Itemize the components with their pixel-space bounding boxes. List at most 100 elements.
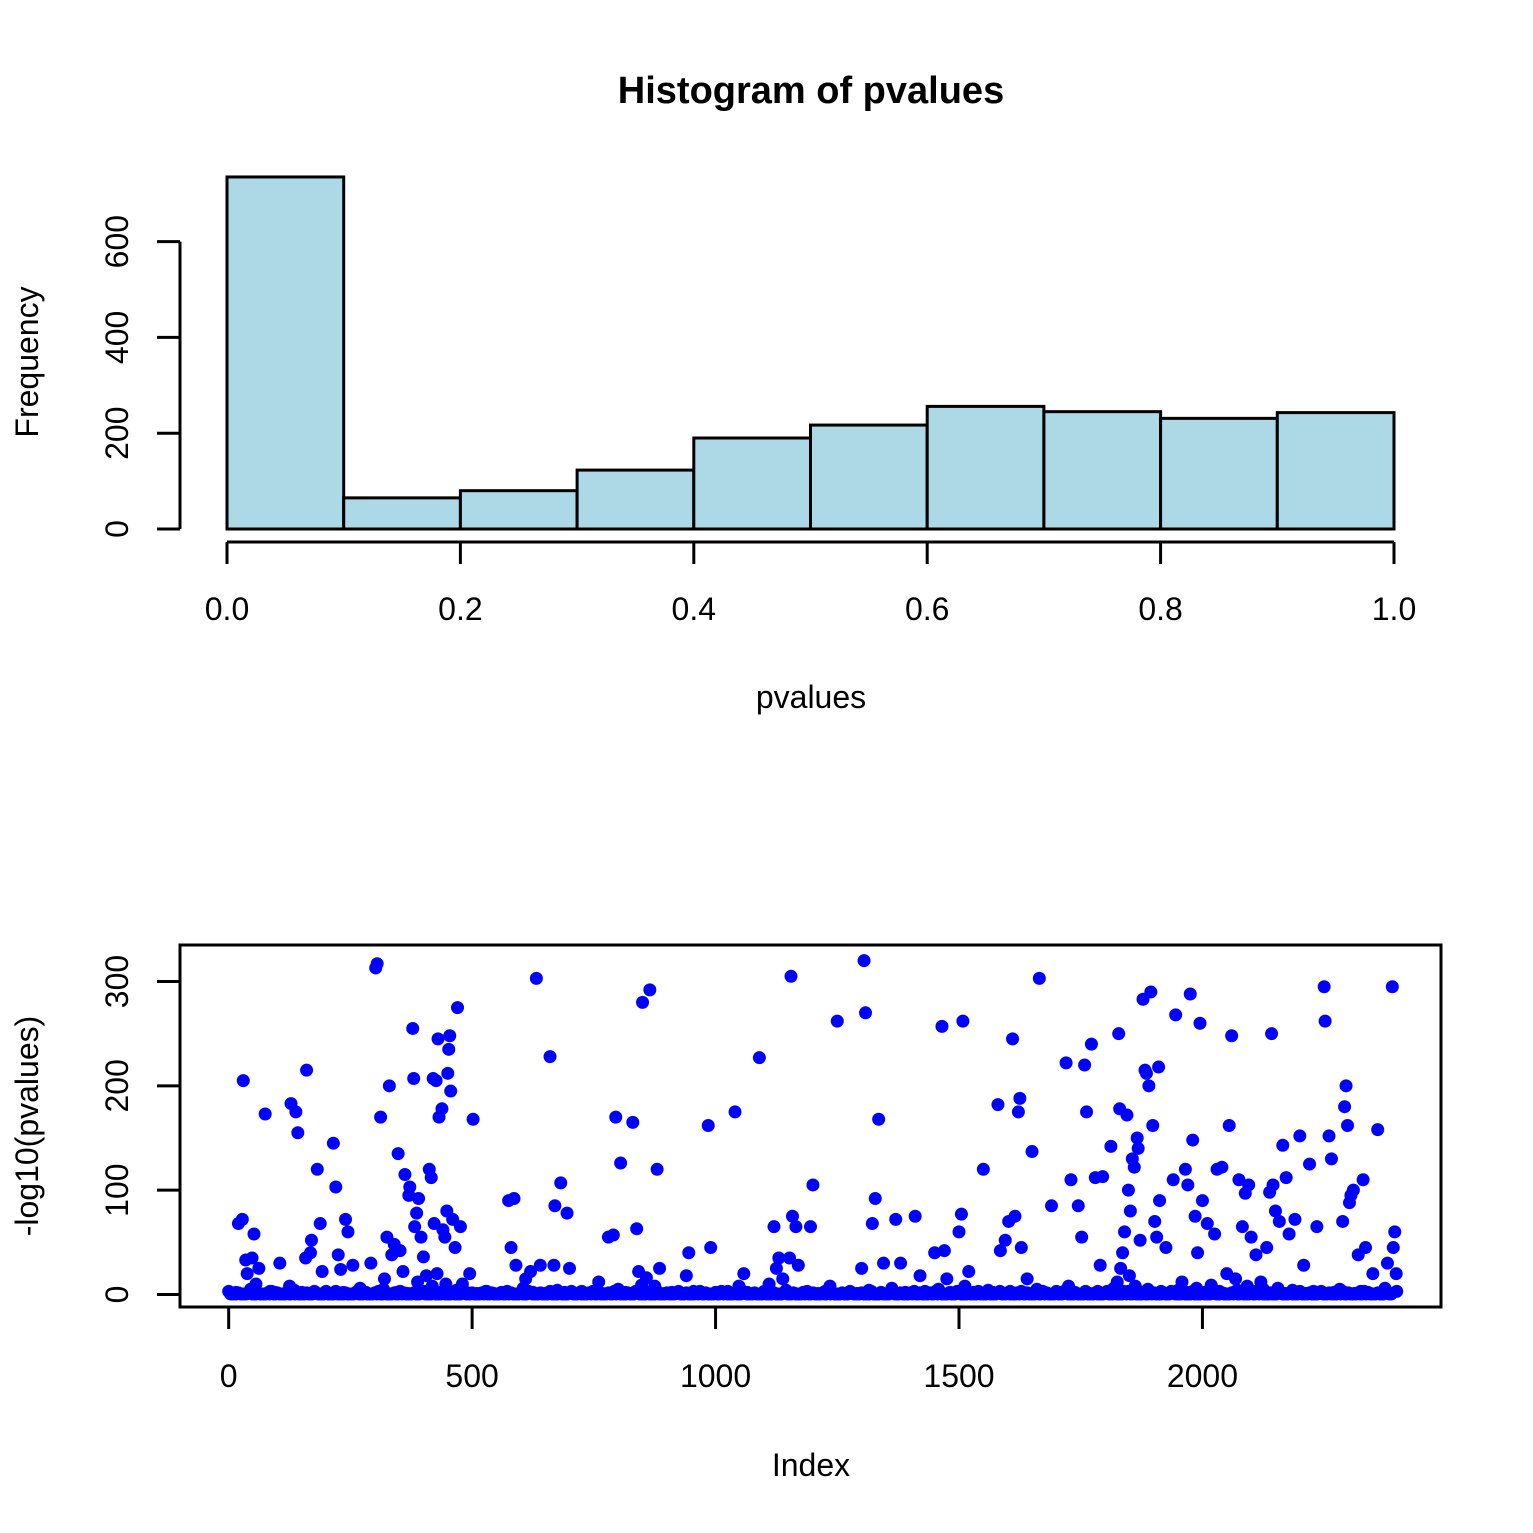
scatter-point	[1293, 1129, 1307, 1143]
scatter-point	[391, 1147, 405, 1161]
scatter-point	[1152, 1060, 1166, 1074]
scatter-point	[1297, 1258, 1311, 1272]
scatter-point	[341, 1225, 355, 1239]
scatter-point	[377, 1272, 391, 1286]
scatter-point	[862, 1283, 876, 1297]
scatter-point	[908, 1209, 922, 1223]
scatter-point	[789, 1220, 803, 1234]
scatter-point	[1075, 1230, 1089, 1244]
scatter-point	[998, 1233, 1012, 1247]
scatter-point	[466, 1112, 480, 1126]
scatter-point	[443, 1029, 457, 1043]
scatter-point	[1166, 1173, 1180, 1187]
scatter-x-tick-label: 0	[220, 1358, 238, 1394]
scatter-point	[1385, 980, 1399, 994]
scatter-x-axis: 0 500 1000 1500 2000	[220, 1305, 1238, 1394]
scatter-point	[1133, 1233, 1147, 1247]
scatter-point	[1310, 1220, 1324, 1234]
scatter-point	[1359, 1241, 1373, 1255]
scatter-point	[329, 1180, 343, 1194]
scatter-point	[672, 1286, 686, 1300]
scatter-point	[382, 1079, 396, 1093]
scatter-point	[1008, 1209, 1022, 1223]
scatter-point	[855, 1261, 869, 1275]
scatter-point	[247, 1227, 261, 1241]
scatter-point	[313, 1217, 327, 1231]
scatter-point	[596, 1286, 610, 1300]
scatter-point	[1006, 1032, 1020, 1046]
histogram-bar	[809, 423, 929, 531]
scatter-point	[548, 1199, 562, 1213]
scatter-point	[396, 1265, 410, 1279]
scatter-point	[1180, 1285, 1194, 1299]
scatter-point	[324, 1286, 338, 1300]
scatter-point	[913, 1269, 927, 1283]
scatter-point	[406, 1021, 420, 1035]
scatter-point	[1322, 1129, 1336, 1143]
scatter-point	[370, 957, 384, 971]
scatter-point	[1260, 1241, 1274, 1255]
scatter-point	[407, 1072, 421, 1086]
scatter-point	[954, 1207, 968, 1221]
scatter-point	[1346, 1183, 1360, 1197]
scatter-point	[315, 1265, 329, 1279]
histogram-x-axis: 0.0 0.2 0.4 0.6 0.8 1.0	[205, 540, 1416, 627]
scatter-point	[331, 1248, 345, 1262]
scatter-point	[1120, 1108, 1134, 1122]
histogram-x-tick-label: 0.8	[1138, 591, 1182, 627]
scatter-point	[1123, 1204, 1137, 1218]
scatter-point	[806, 1178, 820, 1192]
histogram-bar	[342, 496, 462, 531]
scatter-point	[630, 1222, 644, 1236]
scatter-point	[704, 1241, 718, 1255]
scatter-point	[1127, 1160, 1141, 1174]
scatter-y-axis: 0 100 200 300	[99, 955, 182, 1304]
scatter-point	[1363, 1286, 1377, 1300]
scatter-point	[412, 1192, 426, 1206]
scatter-point	[1317, 980, 1331, 994]
scatter-point	[1235, 1220, 1249, 1234]
scatter-point	[1071, 1199, 1085, 1213]
scatter-point	[273, 1256, 287, 1270]
scatter-point	[1266, 1178, 1280, 1192]
scatter-y-tick-label: 100	[99, 1163, 135, 1216]
scatter-point	[1142, 1079, 1156, 1093]
scatter-point	[547, 1258, 561, 1272]
scatter-point	[737, 1267, 751, 1281]
scatter-point	[526, 1285, 540, 1299]
scatter-point	[1131, 1141, 1145, 1155]
scatter-point	[300, 1063, 314, 1077]
scatter-point	[1229, 1272, 1243, 1286]
scatter-point	[1153, 1194, 1167, 1208]
scatter-point	[1175, 1275, 1189, 1289]
scatter-point	[258, 1107, 272, 1121]
scatter-point	[408, 1220, 422, 1234]
scatter-point	[1118, 1225, 1132, 1239]
scatter-point	[1080, 1105, 1094, 1119]
scatter-point	[524, 1265, 538, 1279]
scatter-point	[459, 1285, 473, 1299]
scatter-point	[1333, 1282, 1347, 1296]
histogram-bar	[1042, 410, 1163, 531]
scatter-x-tick-label: 1000	[680, 1358, 751, 1394]
scatter-y-tick-label: 0	[99, 1286, 135, 1304]
scatter-point	[416, 1250, 430, 1264]
scatter-point	[1388, 1225, 1402, 1239]
histogram-bar	[225, 175, 346, 531]
scatter-points	[222, 954, 1404, 1301]
scatter-point	[1104, 1139, 1118, 1153]
scatter-point	[304, 1233, 318, 1247]
histogram-bar	[1275, 411, 1396, 531]
scatter-point	[769, 1261, 783, 1275]
scatter-point	[784, 969, 798, 983]
scatter-point	[1110, 1275, 1124, 1289]
scatter-point	[609, 1110, 623, 1124]
scatter-point	[1338, 1100, 1352, 1114]
scatter-point	[636, 995, 650, 1009]
scatter-point	[410, 1206, 424, 1220]
scatter-point	[1011, 1105, 1025, 1119]
scatter-point	[1256, 1282, 1270, 1296]
scatter-point	[1268, 1204, 1282, 1218]
scatter-point	[393, 1244, 407, 1258]
scatter-point	[623, 1286, 637, 1300]
